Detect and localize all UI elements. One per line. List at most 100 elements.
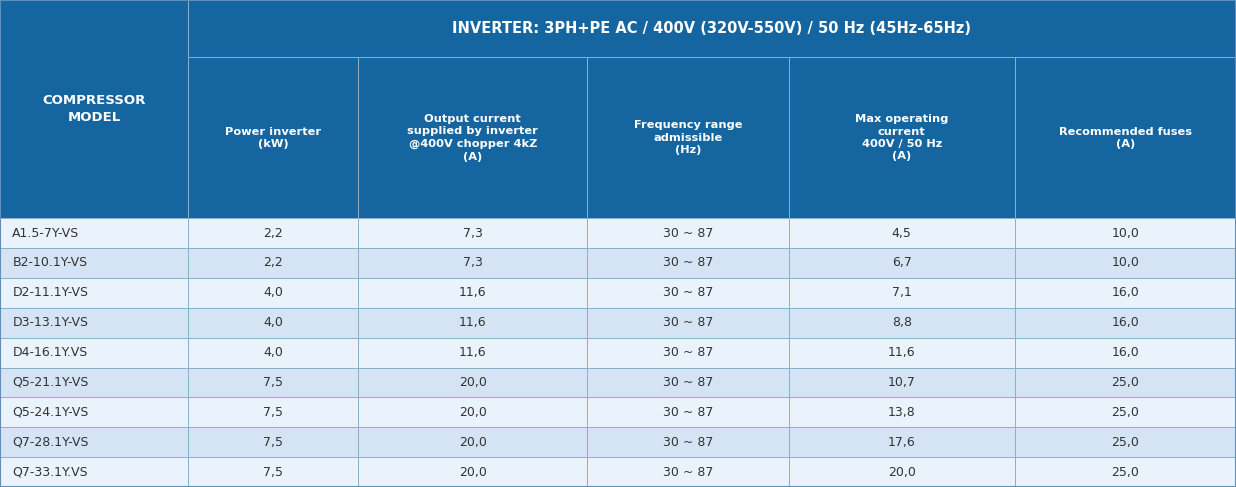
Text: 17,6: 17,6 [887, 436, 916, 449]
Bar [789, 278, 1015, 308]
Text: 11,6: 11,6 [459, 316, 487, 329]
Bar [0, 308, 188, 337]
Text: 7,5: 7,5 [263, 436, 283, 449]
Text: 20,0: 20,0 [459, 466, 487, 479]
Text: INVERTER: 3PH+PE AC / 400V (320V-550V) / 50 Hz (45Hz-65Hz): INVERTER: 3PH+PE AC / 400V (320V-550V) /… [452, 21, 971, 36]
Bar [0, 368, 188, 397]
Bar [1015, 337, 1236, 368]
Bar [358, 278, 587, 308]
Bar [358, 218, 587, 248]
Text: D3-13.1Y-VS: D3-13.1Y-VS [12, 316, 88, 329]
Bar [358, 457, 587, 487]
Text: 20,0: 20,0 [459, 436, 487, 449]
Text: 7,5: 7,5 [263, 376, 283, 389]
Bar [789, 308, 1015, 337]
Bar [587, 57, 789, 218]
Text: 7,3: 7,3 [462, 226, 483, 240]
Text: D4-16.1Y.VS: D4-16.1Y.VS [12, 346, 88, 359]
Bar [789, 218, 1015, 248]
Bar [1015, 57, 1236, 218]
Text: 11,6: 11,6 [459, 286, 487, 300]
Bar [789, 397, 1015, 427]
Text: 30 ~ 87: 30 ~ 87 [662, 406, 713, 419]
Bar [587, 427, 789, 457]
Text: 25,0: 25,0 [1111, 406, 1140, 419]
Bar [358, 397, 587, 427]
Bar [0, 0, 188, 218]
Bar [188, 337, 358, 368]
Bar [358, 308, 587, 337]
Bar [587, 248, 789, 278]
Text: 8,8: 8,8 [891, 316, 912, 329]
Bar [0, 457, 188, 487]
Text: 4,0: 4,0 [263, 316, 283, 329]
Text: 11,6: 11,6 [459, 346, 487, 359]
Text: 4,5: 4,5 [891, 226, 912, 240]
Bar [789, 57, 1015, 218]
Text: 7,5: 7,5 [263, 406, 283, 419]
Bar [188, 368, 358, 397]
Text: 20,0: 20,0 [459, 376, 487, 389]
Bar [0, 218, 188, 248]
Bar [587, 308, 789, 337]
Text: 30 ~ 87: 30 ~ 87 [662, 226, 713, 240]
Bar [1015, 368, 1236, 397]
Bar [587, 397, 789, 427]
Text: 2,2: 2,2 [263, 257, 283, 269]
Bar [1015, 278, 1236, 308]
Text: 16,0: 16,0 [1111, 316, 1140, 329]
Text: 10,0: 10,0 [1111, 257, 1140, 269]
Bar [587, 337, 789, 368]
Text: 4,0: 4,0 [263, 346, 283, 359]
Text: 25,0: 25,0 [1111, 376, 1140, 389]
Text: 30 ~ 87: 30 ~ 87 [662, 346, 713, 359]
Bar [188, 457, 358, 487]
Bar [0, 427, 188, 457]
Text: 30 ~ 87: 30 ~ 87 [662, 286, 713, 300]
Bar [789, 248, 1015, 278]
Text: Q5-24.1Y-VS: Q5-24.1Y-VS [12, 406, 89, 419]
Text: Recommended fuses
(A): Recommended fuses (A) [1059, 127, 1192, 149]
Text: Q5-21.1Y-VS: Q5-21.1Y-VS [12, 376, 89, 389]
Text: 4,0: 4,0 [263, 286, 283, 300]
Bar [188, 427, 358, 457]
Bar [358, 427, 587, 457]
Text: Power inverter
(kW): Power inverter (kW) [225, 127, 321, 149]
Text: 30 ~ 87: 30 ~ 87 [662, 436, 713, 449]
Bar [789, 457, 1015, 487]
Text: 13,8: 13,8 [887, 406, 916, 419]
Text: Max operating
current
400V / 50 Hz
(A): Max operating current 400V / 50 Hz (A) [855, 114, 948, 161]
Bar [587, 278, 789, 308]
Text: 20,0: 20,0 [459, 406, 487, 419]
Text: 16,0: 16,0 [1111, 286, 1140, 300]
Text: 7,5: 7,5 [263, 466, 283, 479]
Text: Q7-28.1Y-VS: Q7-28.1Y-VS [12, 436, 89, 449]
Bar [188, 248, 358, 278]
Text: Q7-33.1Y.VS: Q7-33.1Y.VS [12, 466, 88, 479]
Text: 25,0: 25,0 [1111, 436, 1140, 449]
Text: COMPRESSOR
MODEL: COMPRESSOR MODEL [42, 94, 146, 124]
Bar [188, 278, 358, 308]
Bar [789, 427, 1015, 457]
Bar [358, 368, 587, 397]
Text: 16,0: 16,0 [1111, 346, 1140, 359]
Bar [188, 57, 358, 218]
Text: A1.5-7Y-VS: A1.5-7Y-VS [12, 226, 79, 240]
Text: Output current
supplied by inverter
@400V chopper 4kZ
(A): Output current supplied by inverter @400… [408, 114, 538, 162]
Text: 11,6: 11,6 [887, 346, 916, 359]
Bar [1015, 397, 1236, 427]
Text: 7,1: 7,1 [891, 286, 912, 300]
Bar [188, 218, 358, 248]
Text: 30 ~ 87: 30 ~ 87 [662, 376, 713, 389]
Bar [358, 248, 587, 278]
Bar [1015, 308, 1236, 337]
Bar [1015, 218, 1236, 248]
Text: Frequency range
admissible
(Hz): Frequency range admissible (Hz) [634, 120, 742, 155]
Bar [0, 248, 188, 278]
Text: 6,7: 6,7 [891, 257, 912, 269]
Text: 30 ~ 87: 30 ~ 87 [662, 316, 713, 329]
Bar [188, 0, 1236, 57]
Bar [188, 308, 358, 337]
Text: 30 ~ 87: 30 ~ 87 [662, 257, 713, 269]
Text: B2-10.1Y-VS: B2-10.1Y-VS [12, 257, 88, 269]
